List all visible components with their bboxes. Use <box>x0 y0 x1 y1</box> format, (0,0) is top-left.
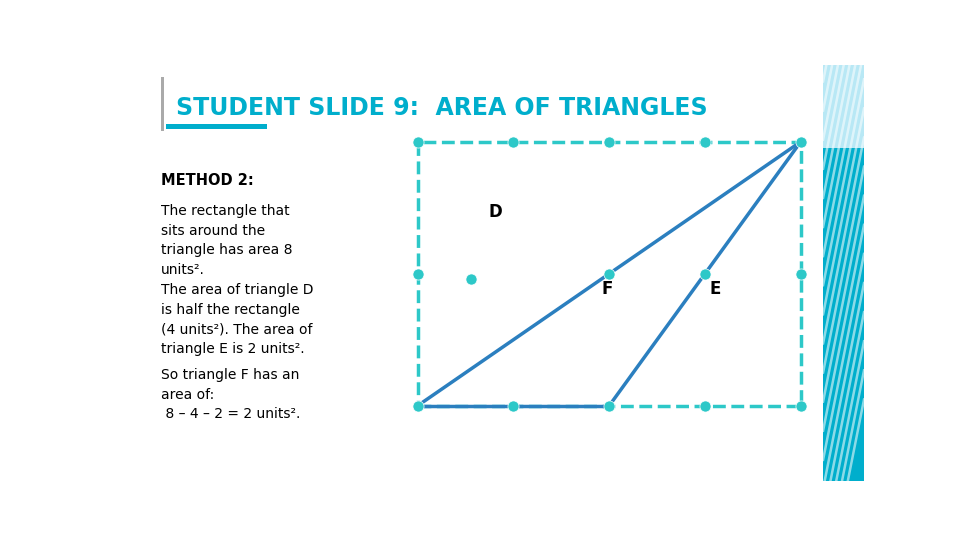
Bar <box>161 77 164 131</box>
Text: E: E <box>709 280 721 298</box>
Text: METHOD 2:: METHOD 2: <box>161 173 253 188</box>
Text: The area of triangle D
is half the rectangle
(4 units²). The area of
triangle E : The area of triangle D is half the recta… <box>161 283 313 356</box>
Text: STUDENT SLIDE 9:  AREA OF TRIANGLES: STUDENT SLIDE 9: AREA OF TRIANGLES <box>176 97 708 120</box>
Text: F: F <box>602 280 613 298</box>
Bar <box>823 148 864 481</box>
Text: D: D <box>489 204 503 221</box>
Text: So triangle F has an
area of:
 8 – 4 – 2 = 2 units².: So triangle F has an area of: 8 – 4 – 2 … <box>161 368 300 421</box>
Bar <box>166 124 267 129</box>
Text: The rectangle that
sits around the
triangle has area 8
units².: The rectangle that sits around the trian… <box>161 204 293 276</box>
Bar <box>823 65 864 148</box>
Bar <box>418 141 801 406</box>
